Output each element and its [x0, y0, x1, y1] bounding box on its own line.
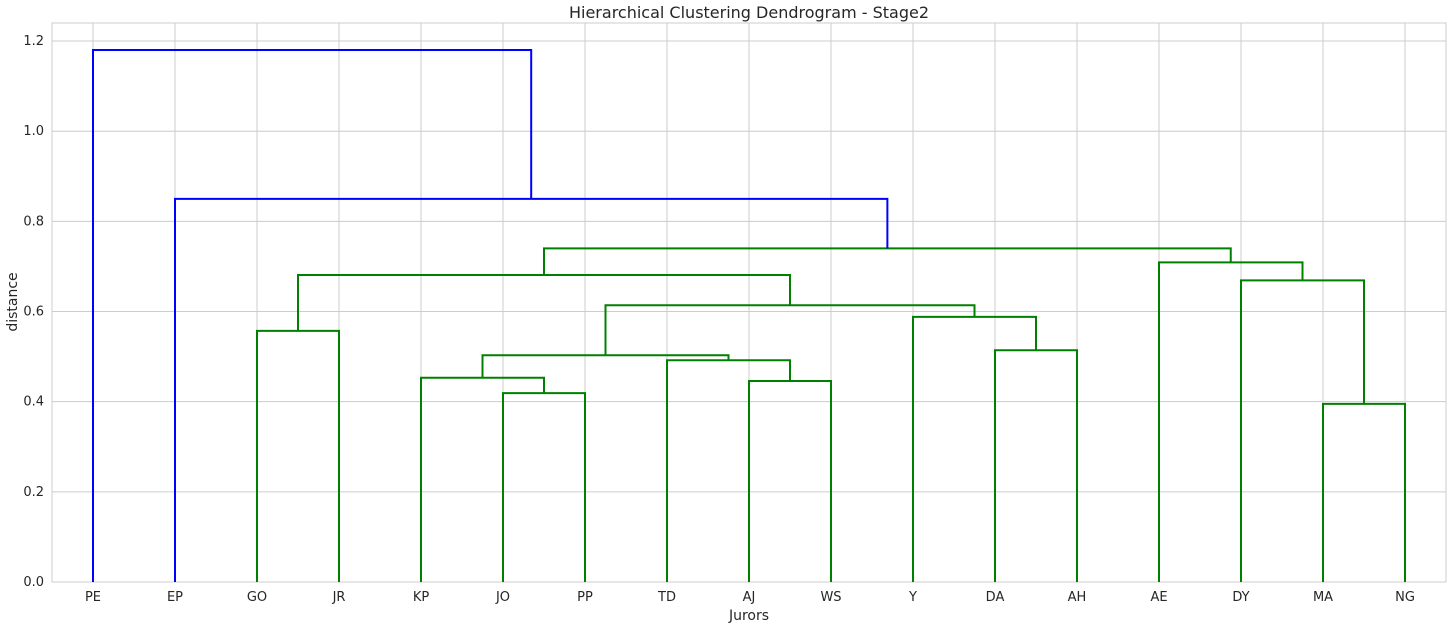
x-tick-label: KP [413, 590, 430, 605]
x-tick-label: AJ [743, 590, 756, 605]
x-tick-label: GO [247, 590, 267, 605]
x-tick-label: AE [1150, 590, 1167, 605]
y-tick-label: 1.2 [23, 34, 44, 49]
x-tick-labels: PE EP GO JR KP JO PP TD AJ WS Y DA AH AE DY MA NG [85, 590, 1415, 605]
y-tick-label: 0.8 [23, 214, 44, 229]
y-tick-label: 0.6 [23, 305, 44, 320]
x-tick-label: DA [986, 590, 1005, 605]
x-tick-label: TD [657, 590, 676, 605]
y-tick-label: 0.2 [23, 485, 44, 500]
y-tick-label: 1.0 [23, 124, 44, 139]
y-tick-labels: 0.0 0.2 0.4 0.6 0.8 1.0 1.2 [23, 34, 44, 590]
dendrogram-link [92, 49, 533, 582]
chart-title: Hierarchical Clustering Dendrogram - Sta… [569, 3, 929, 22]
x-tick-label: PE [85, 590, 101, 605]
x-tick-label: PP [577, 590, 593, 605]
x-tick-label: Y [908, 590, 917, 605]
x-tick-label: EP [167, 590, 183, 605]
x-tick-label: WS [820, 590, 841, 605]
y-tick-label: 0.4 [23, 395, 44, 410]
x-tick-label: AH [1068, 590, 1087, 605]
x-tick-label: DY [1232, 590, 1249, 605]
x-tick-label: JO [495, 590, 510, 605]
x-tick-label: JR [332, 590, 346, 605]
x-tick-label: MA [1313, 590, 1333, 605]
dendrogram-links [92, 49, 1406, 582]
y-tick-label: 0.0 [23, 575, 44, 590]
y-axis-label: distance [5, 272, 21, 331]
x-axis-label: Jurors [728, 608, 769, 624]
x-tick-label: NG [1395, 590, 1415, 605]
